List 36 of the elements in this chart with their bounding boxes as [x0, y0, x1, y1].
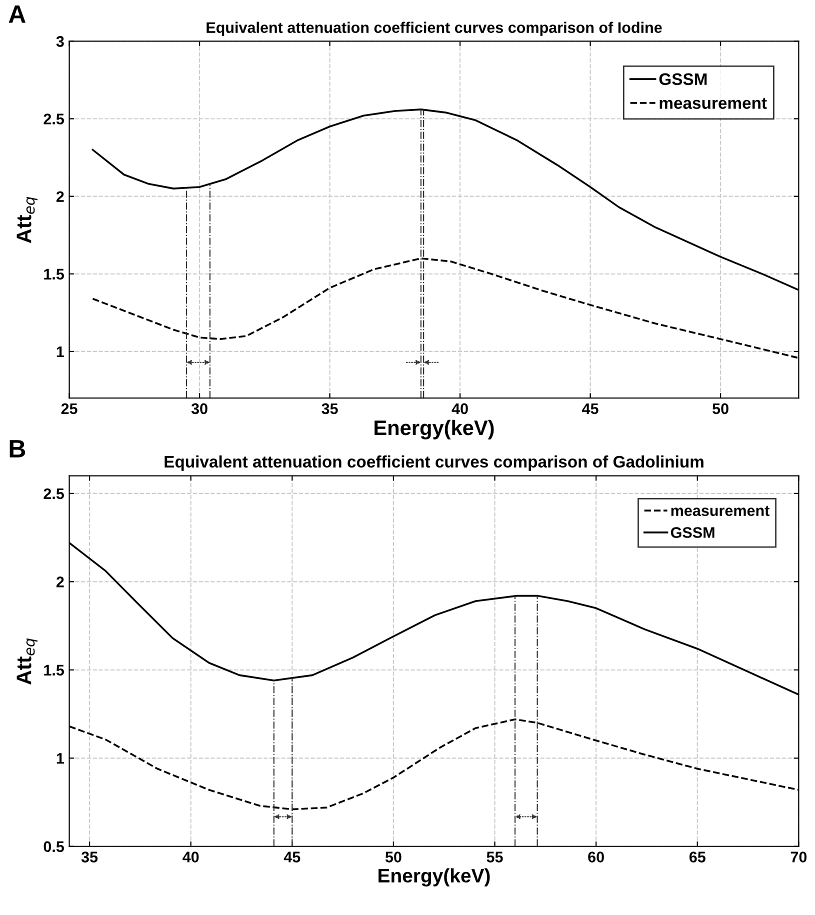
y-axis-title: Att$_{eq}$	[16, 196, 38, 244]
x-tick-label: 70	[790, 852, 807, 862]
text: A	[8, 5, 26, 23]
y-tick-label: 1.5	[44, 268, 64, 280]
y-tick-label: 1	[56, 346, 64, 358]
y-tick-label: 1	[56, 753, 64, 764]
text: B	[10, 440, 26, 458]
legend-label: measurement	[660, 98, 767, 109]
legend-label: GSSM	[659, 73, 707, 86]
x-tick-label: 60	[588, 852, 604, 862]
y-tick-label: 1.5	[44, 664, 64, 676]
chart-title: Equivalent attenuation coefficient curves comparison of Iodine	[206, 22, 662, 36]
y-tick-label: 2	[56, 191, 64, 202]
y-tick-label: 2.5	[44, 114, 64, 124]
x-tick-label: 65	[689, 852, 706, 862]
x-tick-label: 35	[81, 852, 98, 862]
y-tick-label: 2	[56, 576, 64, 588]
legend-label: GSSM	[670, 527, 714, 538]
x-axis-title: Energy(keV)	[378, 868, 490, 886]
x-tick-label: 45	[284, 852, 300, 862]
x-tick-label: 35	[322, 403, 338, 414]
x-tick-label: 50	[712, 403, 728, 414]
x-tick-label: 40	[182, 852, 199, 862]
x-tick-label: 45	[582, 403, 598, 414]
legend-label: measurement	[671, 506, 770, 516]
x-tick-label: 30	[191, 403, 208, 414]
x-tick-label: 50	[385, 852, 402, 862]
x-tick-label: 55	[486, 852, 503, 862]
chart-title: Equivalent attenuation coefficient curves comparison of Gadolinium	[164, 455, 704, 471]
y-tick-label: 0.5	[44, 841, 64, 852]
x-axis-title: Energy(keV)	[374, 420, 494, 440]
y-tick-label: 3	[56, 36, 64, 47]
x-tick-label: 40	[452, 403, 468, 414]
y-axis-title: Att$_{eq}$	[16, 638, 38, 685]
y-tick-label: 2.5	[44, 488, 64, 500]
x-tick-label: 25	[61, 403, 78, 414]
